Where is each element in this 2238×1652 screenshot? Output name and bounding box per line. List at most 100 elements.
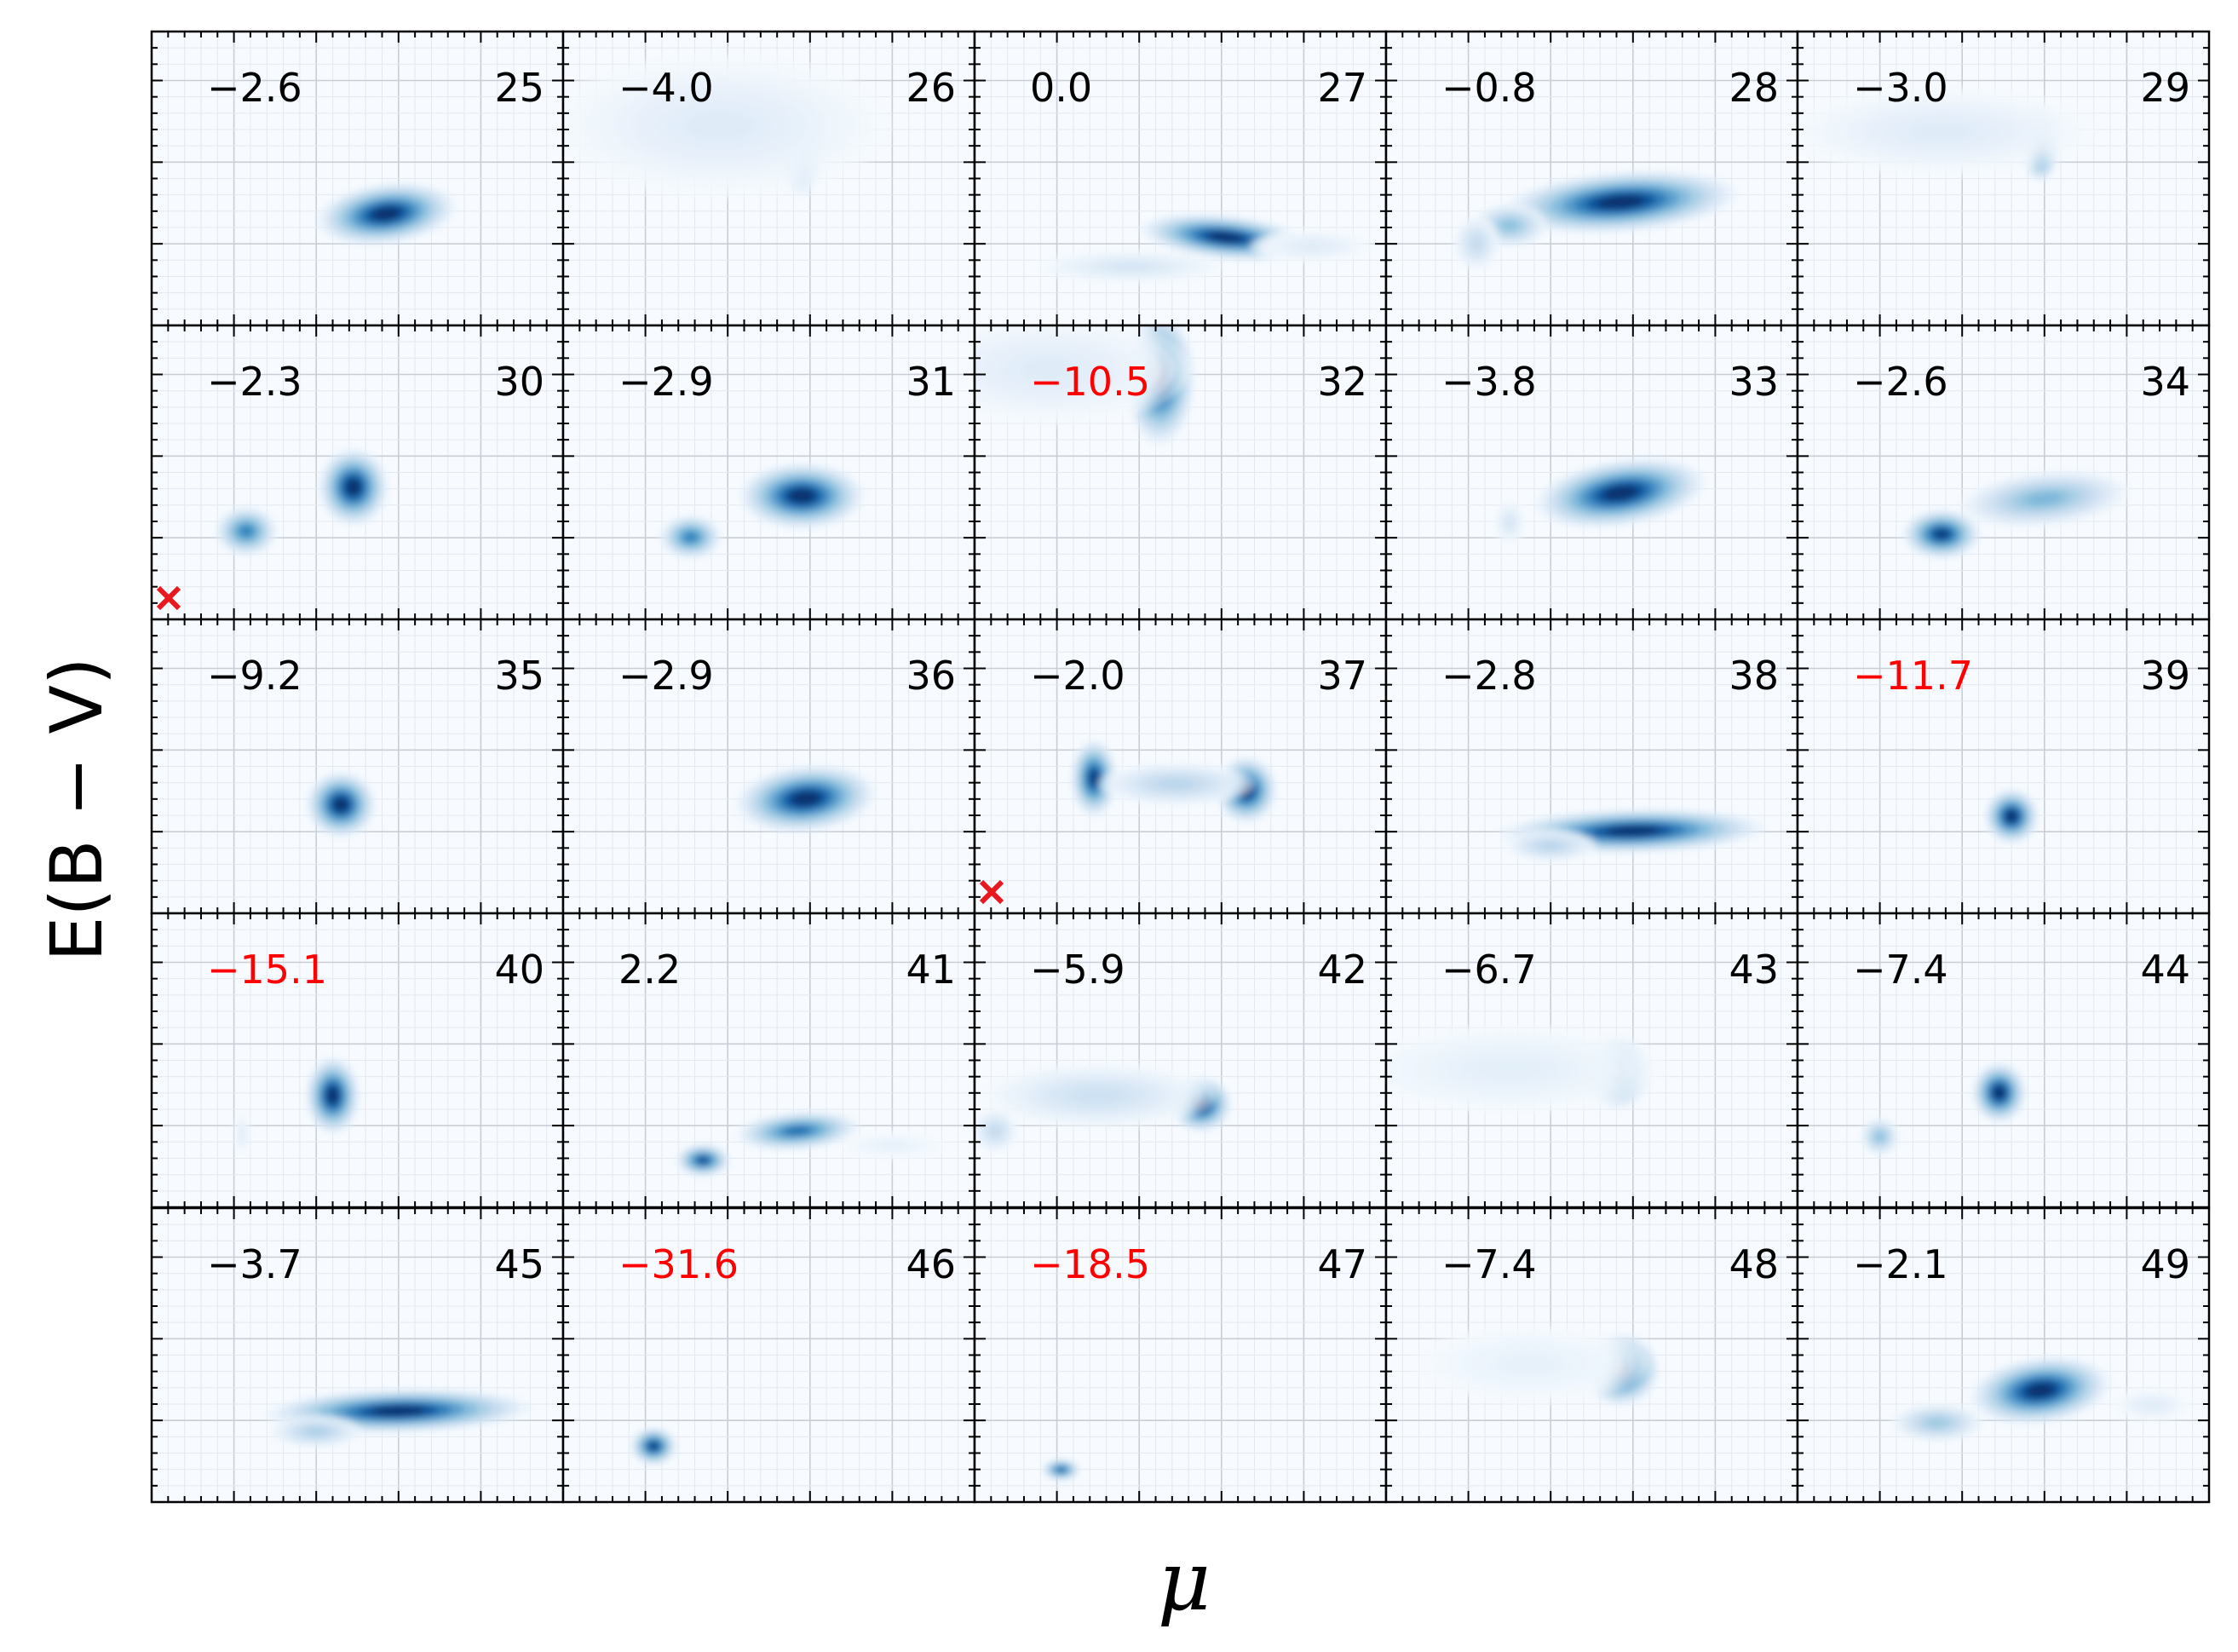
density-39 [1984, 788, 2040, 844]
panel-31: −2.9 31 [561, 324, 976, 621]
density-blob [1971, 1062, 2027, 1124]
panel-id-label: 32 [1317, 359, 1367, 405]
panel-27: 0.0 27 [973, 30, 1388, 327]
density-blob [735, 764, 877, 833]
panel-grid [975, 1208, 1386, 1502]
panels-layer: −2.6 25 −4.0 26 0.0 27 −0.8 28 −3.0 29 −2.3 30 −2.9 3… [150, 30, 2211, 1504]
density-blob [318, 447, 388, 527]
red-cross-marker [156, 585, 181, 611]
x-axis-label: μ [1157, 1534, 1211, 1629]
panel-id-label: 40 [494, 947, 544, 993]
density-blob [981, 1062, 1216, 1130]
panel-36: −2.9 36 [561, 618, 976, 915]
panel-29: −3.0 29 [1796, 30, 2211, 327]
density-31 [659, 462, 865, 560]
panel-45: −3.7 45 [150, 1206, 565, 1504]
panel-grid [152, 913, 563, 1207]
panel-42: −5.9 42 [973, 912, 1388, 1209]
panel-39: −11.7 39 [1796, 618, 2211, 915]
panel-id-label: 46 [906, 1241, 956, 1287]
panel-id-label: 42 [1317, 947, 1367, 993]
panel-49: −2.1 49 [1796, 1206, 2211, 1504]
density-blob [659, 515, 722, 560]
panel-46: −31.6 46 [561, 1206, 976, 1504]
density-blob [265, 1388, 532, 1434]
panel-id-label: 39 [2140, 653, 2190, 699]
density-42 [975, 1062, 1233, 1154]
panel-grid [1798, 619, 2209, 913]
density-blob [1041, 1458, 1081, 1482]
density-blob [1493, 499, 1526, 545]
density-25 [316, 181, 457, 246]
panel-value-label: −2.6 [207, 65, 302, 111]
density-47 [1041, 1458, 1081, 1482]
panel-value-label: −3.7 [207, 1241, 302, 1287]
panel-value-label: −7.4 [1441, 1241, 1537, 1287]
panel-id-label: 28 [1729, 65, 1779, 111]
density-blob [1970, 1356, 2111, 1425]
panel-37: −2.0 37 [973, 618, 1388, 915]
panel-id-label: 27 [1317, 65, 1367, 111]
density-27 [1037, 213, 1375, 284]
density-36 [735, 764, 877, 833]
panel-id-label: 30 [494, 359, 544, 405]
panel-value-label: −2.9 [618, 359, 714, 405]
density-28 [1453, 170, 1738, 272]
panel-id-label: 34 [2140, 359, 2190, 405]
density-blob [269, 1414, 364, 1448]
panel-id-label: 48 [1729, 1241, 1779, 1287]
density-40 [234, 1056, 360, 1156]
panel-41: 2.2 41 [561, 912, 976, 1209]
panel-value-label: −2.3 [207, 359, 302, 405]
density-34 [1902, 469, 2131, 560]
density-blob [1412, 1324, 1648, 1403]
density-29 [1798, 86, 2098, 182]
density-blob [739, 462, 865, 530]
density-46 [630, 1426, 677, 1466]
panel-value-label: −10.5 [1030, 359, 1150, 405]
density-blob [305, 771, 377, 838]
density-blob [1890, 1402, 1985, 1442]
density-blob [563, 53, 892, 199]
panel-id-label: 31 [906, 359, 956, 405]
panel-value-label: −2.6 [1853, 359, 1948, 405]
density-26 [563, 53, 892, 199]
density-38 [1499, 808, 1766, 863]
panel-value-label: −0.8 [1441, 65, 1537, 111]
density-49 [1890, 1356, 2191, 1442]
panel-grid [152, 619, 563, 913]
panel-value-label: −15.1 [207, 947, 327, 993]
panel-grid [563, 619, 975, 913]
density-33 [1493, 457, 1706, 545]
density-blob [316, 181, 457, 246]
density-blob [975, 1108, 1019, 1154]
panel-value-label: −5.9 [1030, 947, 1125, 993]
density-37 [1070, 739, 1278, 824]
panel-grid [1386, 1208, 1798, 1502]
panel-value-label: −7.4 [1853, 947, 1948, 993]
density-blob [837, 1131, 947, 1160]
density-blob [1860, 1117, 1900, 1157]
density-48 [1412, 1324, 1660, 1407]
panel-id-label: 29 [2140, 65, 2190, 111]
panel-43: −6.7 43 [1384, 912, 1799, 1209]
density-blob [676, 1143, 731, 1177]
panel-grid [1798, 913, 2209, 1207]
panel-value-label: −31.6 [618, 1241, 739, 1287]
density-blob [1504, 828, 1598, 863]
density-blob [234, 1111, 250, 1156]
density-44 [1860, 1062, 2027, 1157]
panel-id-label: 38 [1729, 653, 1779, 699]
panel-id-label: 36 [906, 653, 956, 699]
panel-28: −0.8 28 [1384, 30, 1799, 327]
panel-value-label: −3.8 [1441, 359, 1537, 405]
density-30 [215, 447, 388, 556]
panel-ticks [1386, 1208, 1798, 1502]
y-axis-label: E(B − V) [35, 657, 118, 962]
density-blob [2112, 1388, 2191, 1422]
panel-grid [1798, 32, 2209, 325]
panel-value-label: −4.0 [618, 65, 714, 111]
panel-25: −2.6 25 [150, 30, 565, 327]
panel-id-label: 33 [1729, 359, 1779, 405]
